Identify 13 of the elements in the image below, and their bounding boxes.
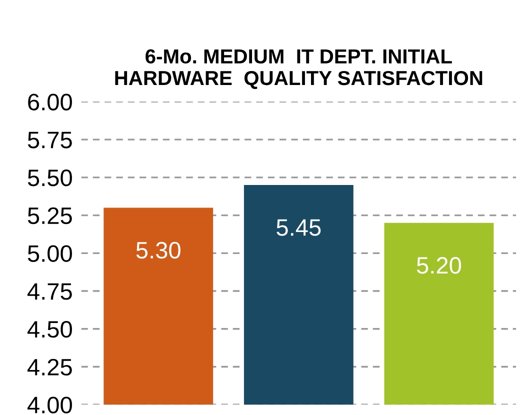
- y-tick-label: 5.00: [28, 245, 72, 262]
- y-tick-label: 4.25: [27, 358, 72, 376]
- chart-title: 6-Mo. MEDIUM IT DEPT. INITIAL HARDWARE QUALITY SATISFACTION: [115, 49, 482, 89]
- y-tick-label: 6.00: [28, 94, 72, 110]
- data-label: 5.20: [416, 257, 462, 274]
- y-tick-label: 4.00: [27, 396, 72, 414]
- y-tick-label: 5.75: [28, 132, 72, 148]
- y-tick-label: 5.50: [28, 169, 72, 186]
- data-label: 5.30: [136, 242, 180, 259]
- y-tick-label: 5.25: [28, 207, 72, 224]
- data-label: 5.45: [276, 219, 321, 236]
- y-tick-label: 4.50: [27, 320, 72, 338]
- y-tick-label: 4.75: [27, 283, 72, 300]
